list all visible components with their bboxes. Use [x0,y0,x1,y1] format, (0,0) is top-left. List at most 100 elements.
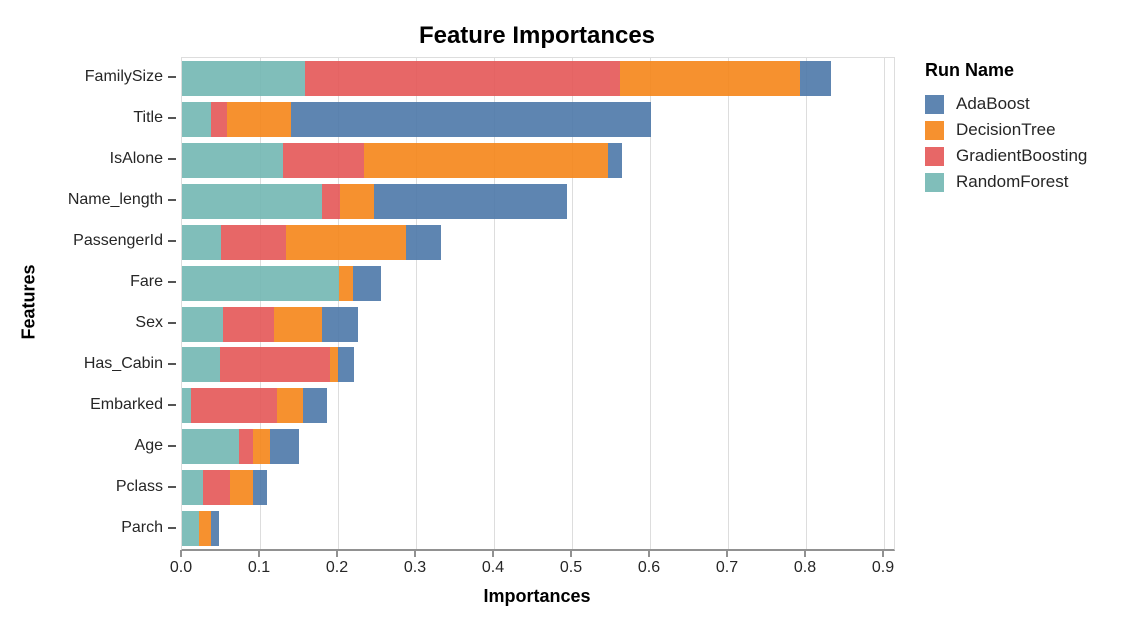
legend-label-AdaBoost: AdaBoost [956,94,1030,113]
y-tick-mark-Pclass [168,485,176,488]
legend-label-GradientBoosting: GradientBoosting [956,146,1088,165]
bar-segment-Title-RandomForest [182,101,211,137]
bar-segment-Age-DecisionTree [252,429,271,465]
bar-row-Age [182,426,894,467]
bar-segment-Age-GradientBoosting [238,429,253,465]
y-tick-label-Title: Title [133,109,163,127]
bar-segment-Pclass-DecisionTree [230,470,253,506]
bar-segment-Parch-RandomForest [182,511,200,547]
bar-segment-FamilySize-GradientBoosting [305,61,620,96]
x-tick-label-0.6: 0.6 [637,559,661,576]
legend-swatch-AdaBoost [925,94,944,114]
bar-segment-Name_length-DecisionTree [340,183,374,219]
bar-segment-Title-AdaBoost [291,101,651,137]
bar-segment-FamilySize-DecisionTree [619,61,800,96]
y-axis-labels: FamilySize Title IsAlone Name_length Passeng… [0,57,163,548]
gridline-x-0.5 [571,58,573,549]
bar-segment-Embarked-RandomForest [182,388,192,424]
gridline-x-0.4 [493,58,495,549]
bar-segment-Pclass-RandomForest [182,470,204,506]
bar-segment-Name_length-AdaBoost [373,183,568,219]
y-tick-label-Embarked: Embarked [90,395,163,413]
bar-segment-Name_length-GradientBoosting [321,183,341,219]
gridline-x-0.3 [415,58,417,549]
bar-segment-Title-DecisionTree [227,101,292,137]
x-tick-label-0.4: 0.4 [481,559,505,576]
bar-segment-Parch-AdaBoost [210,511,219,547]
bar-segment-IsAlone-GradientBoosting [283,142,364,178]
y-tick-label-PassengerId: PassengerId [73,232,163,250]
bar-segment-Sex-AdaBoost [321,306,359,342]
y-tick-label-Age: Age [134,436,163,454]
y-tick-mark-Has_Cabin [168,362,176,365]
bar-segment-Embarked-GradientBoosting [191,388,278,424]
stacked-bar-PassengerId [182,224,441,260]
bar-row-Has_Cabin [182,344,894,385]
y-tick-mark-Embarked [168,403,176,406]
bar-segment-PassengerId-GradientBoosting [221,224,286,260]
bar-segment-FamilySize-AdaBoost [799,61,831,96]
gridline-x-0.7 [727,58,729,549]
chart-title: Feature Importances [418,22,656,49]
y-tick-mark-PassengerId [168,240,176,243]
stacked-bar-Embarked [182,388,328,424]
x-tick-label-0.1: 0.1 [247,559,271,576]
x-tick-mark-0.4 [492,550,494,557]
y-tick-label-IsAlone: IsAlone [109,150,163,168]
stacked-bar-Parch [182,511,219,547]
legend: Run Name AdaBoost DecisionTree GradientBoo… [925,60,1087,195]
bar-segment-FamilySize-RandomForest [182,61,306,96]
bar-segment-Parch-DecisionTree [199,511,211,547]
bar-segment-Fare-RandomForest [182,265,339,301]
legend-swatch-RandomForest [925,172,944,192]
y-tick-mark-Parch [168,526,176,529]
gridline-x-0.2 [337,58,339,549]
legend-swatch-DecisionTree [925,120,944,140]
legend-item-RandomForest: RandomForest [925,169,1087,195]
bar-segment-Has_Cabin-AdaBoost [337,347,355,383]
x-tick-mark-0.5 [570,550,572,557]
bar-segment-IsAlone-RandomForest [182,142,284,178]
bar-segment-Age-AdaBoost [270,429,299,465]
bar-segment-IsAlone-DecisionTree [363,142,608,178]
x-tick-mark-0.2 [336,550,338,557]
y-tick-mark-Fare [168,281,176,284]
stacked-bar-Age [182,429,299,465]
stacked-bar-Fare [182,265,381,301]
y-tick-mark-Sex [168,321,176,324]
bar-segment-Age-RandomForest [182,429,239,465]
x-tick-mark-0.1 [258,550,260,557]
bar-segment-PassengerId-RandomForest [182,224,221,260]
bar-segment-Name_length-RandomForest [182,183,322,219]
legend-title: Run Name [925,60,1015,80]
bar-segment-Has_Cabin-RandomForest [182,347,221,383]
y-tick-label-FamilySize: FamilySize [84,68,163,86]
stacked-bar-Title [182,101,651,137]
bar-row-PassengerId [182,222,894,263]
legend-label-RandomForest: RandomForest [956,172,1069,191]
y-tick-label-Has_Cabin: Has_Cabin [83,354,163,372]
bar-segment-Sex-RandomForest [182,306,224,342]
x-axis: 0.0 0.1 0.2 0.3 0.4 0.5 0.6 0.7 0.8 0.9 [170,550,894,580]
x-tick-mark-0.7 [726,550,728,557]
bar-segment-Sex-GradientBoosting [223,306,275,342]
stacked-bar-Pclass [182,470,267,506]
legend-swatch-GradientBoosting [925,146,944,166]
bar-row-Parch [182,508,894,549]
bar-segment-PassengerId-AdaBoost [405,224,441,260]
bar-row-FamilySize [182,58,894,99]
gridline-x-0.9 [883,58,885,549]
stacked-bar-Has_Cabin [182,347,355,383]
bar-segment-Has_Cabin-DecisionTree [330,347,338,383]
y-tick-mark-Name_length [168,199,176,202]
x-tick-mark-0.9 [882,550,884,557]
bar-row-Pclass [182,467,894,508]
bar-segment-Pclass-AdaBoost [252,470,267,506]
y-tick-label-Parch: Parch [121,518,163,536]
bar-row-Title [182,99,894,140]
bar-segment-Sex-DecisionTree [274,306,322,342]
legend-label-DecisionTree: DecisionTree [956,120,1056,139]
stacked-bar-FamilySize [182,61,831,96]
gridline-x-0.1 [259,58,261,549]
